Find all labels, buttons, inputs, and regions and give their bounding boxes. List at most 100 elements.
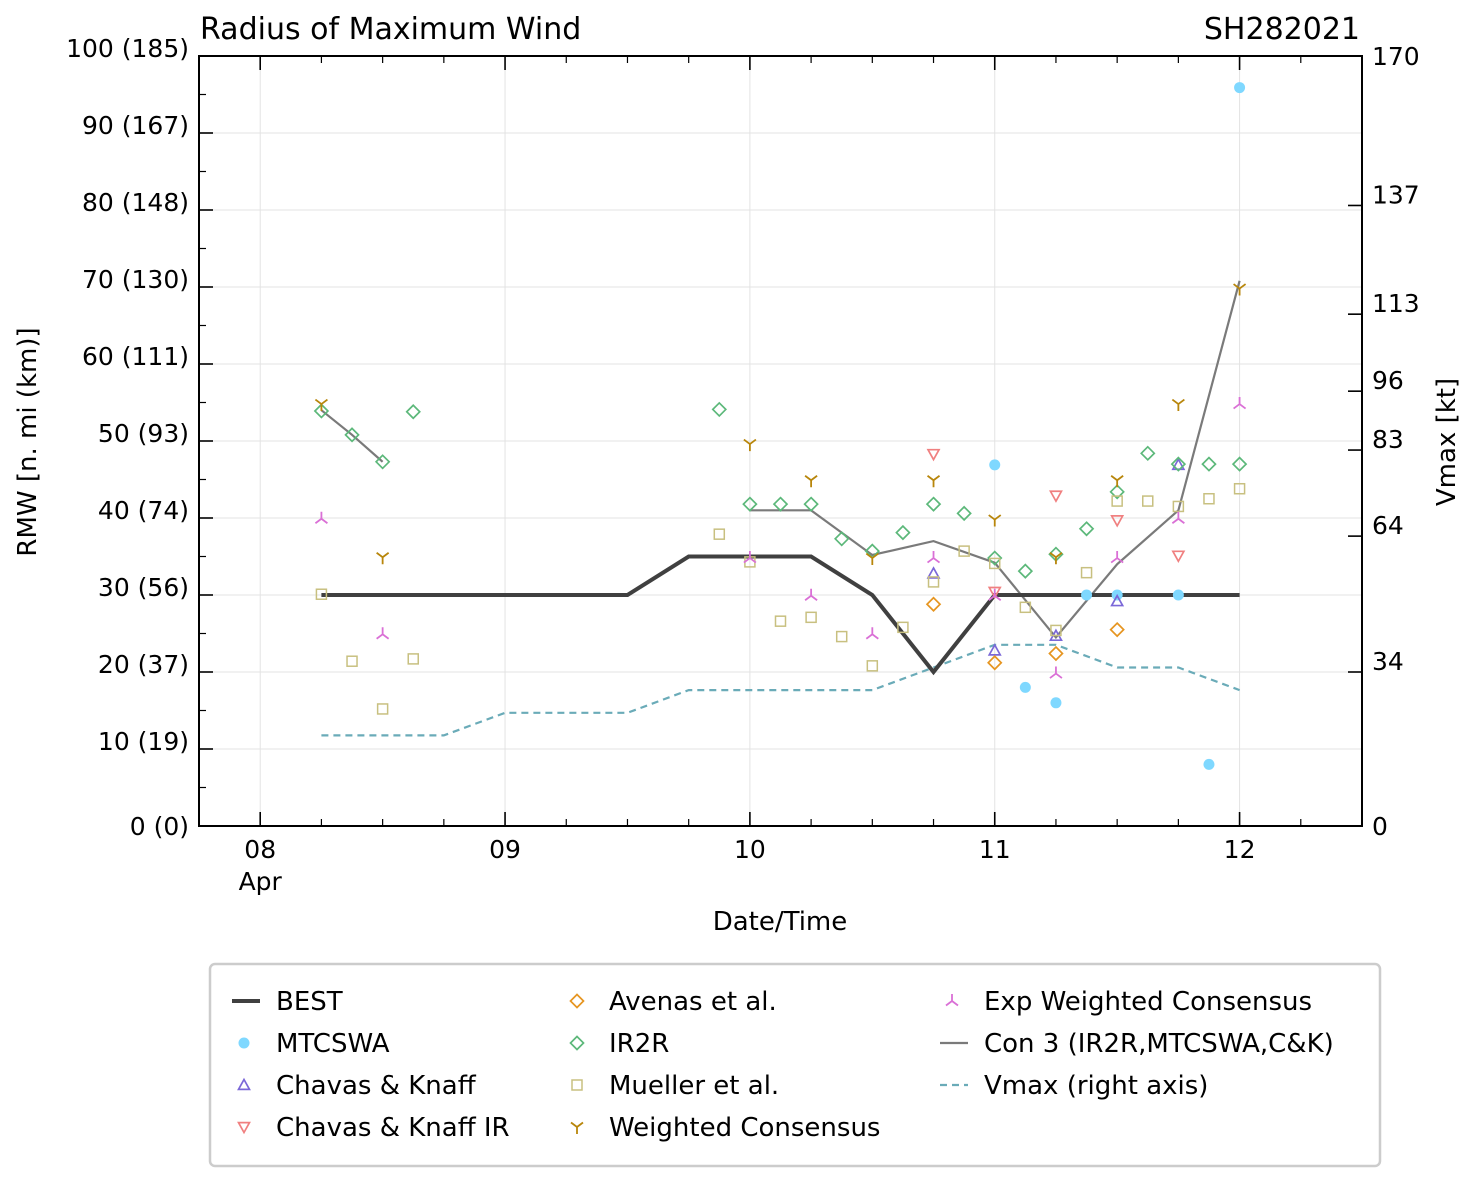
legend-handle-chavas-knaff xyxy=(237,1077,251,1091)
legend-label-mueller-et-al: Mueller et al. xyxy=(609,1071,779,1101)
y2-tick-label: 83 xyxy=(1372,425,1404,454)
legend-marker-sample xyxy=(569,1035,585,1051)
legend-label-best: BEST xyxy=(276,987,343,1017)
weighted-consensus-point xyxy=(743,438,757,452)
legend-label-vmax-right-axis: Vmax (right axis) xyxy=(984,1071,1208,1101)
y2-tick-label: 34 xyxy=(1372,647,1404,676)
chavas-knaff-point xyxy=(926,566,941,579)
series-weighted-consensus xyxy=(314,283,1247,566)
y2-tick-label: 137 xyxy=(1372,180,1420,209)
exp-weighted-consensus-point xyxy=(743,551,757,564)
chavas-knaff-ir-point xyxy=(1110,515,1125,528)
legend-label-chavas-knaff: Chavas & Knaff xyxy=(276,1071,477,1101)
mueller-et-al-point xyxy=(958,545,970,557)
chavas-knaff-ir-point xyxy=(926,448,941,462)
ir2r-point xyxy=(895,524,911,541)
series-mueller-et-al xyxy=(315,482,1246,715)
exp-weighted-consensus-point xyxy=(1110,551,1124,564)
mueller-et-al-point xyxy=(1142,495,1154,507)
weighted-consensus-point xyxy=(1233,283,1247,296)
x-tick-label: 09 xyxy=(489,835,521,864)
y2-tick-label: 170 xyxy=(1372,42,1420,71)
legend-marker-sample xyxy=(945,994,959,1007)
legend-label-avenas-et-al: Avenas et al. xyxy=(609,987,777,1017)
legend-marker-sample xyxy=(237,1121,251,1135)
ir2r-point xyxy=(1017,563,1034,579)
x-axis-label: Date/Time xyxy=(713,907,848,937)
weighted-consensus-point xyxy=(804,475,818,488)
mueller-et-al-point xyxy=(1172,500,1185,513)
mueller-et-al-point xyxy=(315,588,328,600)
mtcswa-point xyxy=(1172,589,1184,601)
ir2r-point xyxy=(1170,456,1187,472)
series-avenas-et-al xyxy=(925,596,1125,671)
mueller-et-al-point xyxy=(376,703,389,715)
mueller-et-al-point xyxy=(1019,601,1032,614)
vmax-right-axis-line xyxy=(321,643,1240,737)
ir2r-point xyxy=(1078,521,1095,537)
mueller-et-al-point xyxy=(866,660,879,672)
legend-handle-avenas-et-al xyxy=(569,993,585,1009)
avenas-et-al-point xyxy=(1048,645,1064,662)
chart-title: Radius of Maximum Wind xyxy=(200,12,581,47)
ir2r-point xyxy=(1140,445,1156,462)
legend-marker-sample xyxy=(571,1079,583,1091)
y2-tick-label: 113 xyxy=(1372,289,1420,318)
mueller-et-al-point xyxy=(1203,493,1215,505)
chavas-knaff-point xyxy=(987,643,1002,656)
chavas-knaff-point xyxy=(1171,457,1186,471)
ir2r-point xyxy=(313,403,330,419)
legend-handle-weighted-consensus xyxy=(570,1121,584,1134)
weighted-consensus-point xyxy=(1049,552,1063,565)
chavas-knaff-ir-point xyxy=(1049,490,1063,503)
axis-ticks: 08 Apr 09 10 11 12 0 (0) 10 (19) 20 (37) 30 (56) 4… xyxy=(66,34,1420,896)
mtcswa-point xyxy=(1234,82,1246,94)
plot-data xyxy=(313,82,1248,770)
legend-label-con-3-ir2r-mtcswa-c-k: Con 3 (IR2R,MTCSWA,C&K) xyxy=(984,1029,1334,1059)
y2-tick-label: 64 xyxy=(1372,511,1404,540)
exp-weighted-consensus-point xyxy=(1233,397,1247,410)
y-tick-label: 0 (0) xyxy=(130,812,189,841)
mueller-et-al-point xyxy=(897,621,909,634)
exp-weighted-consensus-point xyxy=(926,551,941,564)
series-vmax-right-axis xyxy=(321,643,1240,737)
ir2r-point xyxy=(742,496,758,512)
mueller-et-al-point xyxy=(1233,482,1246,495)
mtcswa-point xyxy=(1050,697,1062,709)
mueller-et-al-point xyxy=(927,576,940,588)
legend-marker-sample xyxy=(237,1077,251,1091)
y-tick-label: 90 (167) xyxy=(82,111,189,140)
y-tick-label: 70 (130) xyxy=(82,265,189,294)
weighted-consensus-point xyxy=(1171,398,1185,412)
x-tick-label: 10 xyxy=(734,835,766,864)
x-tick-sublabel: Apr xyxy=(239,867,283,896)
x-tick-label: 11 xyxy=(979,835,1011,864)
weighted-consensus-point xyxy=(988,514,1002,527)
ir2r-point xyxy=(803,496,819,512)
avenas-et-al-point xyxy=(1109,621,1125,638)
chavas-knaff-ir-point xyxy=(1171,550,1186,563)
mueller-et-al-point xyxy=(1080,566,1093,579)
ir2r-point xyxy=(1201,456,1217,472)
ir2r-point xyxy=(374,454,391,470)
legend-label-weighted-consensus: Weighted Consensus xyxy=(609,1113,880,1143)
mueller-et-al-point xyxy=(835,630,848,643)
series-ir2r xyxy=(313,401,1248,579)
avenas-et-al-point xyxy=(987,655,1003,671)
con-3-ir2r-mtcswa-c-k-line xyxy=(320,409,384,463)
exp-weighted-consensus-point xyxy=(1049,666,1063,679)
weighted-consensus-point xyxy=(1110,475,1124,488)
y-tick-label: 30 (56) xyxy=(98,573,189,602)
exp-weighted-consensus-point xyxy=(988,588,1002,601)
ir2r-point xyxy=(772,496,789,512)
ir2r-point xyxy=(987,550,1003,566)
legend-label-chavas-knaff-ir: Chavas & Knaff IR xyxy=(276,1113,510,1143)
mtcswa-point xyxy=(989,459,1001,471)
mtcswa-point xyxy=(1203,758,1215,770)
ir2r-point xyxy=(1109,484,1125,500)
ir2r-point xyxy=(344,427,360,443)
legend-box xyxy=(208,962,1382,1168)
avenas-et-al-point xyxy=(925,596,942,612)
legend-marker-sample xyxy=(238,1037,250,1049)
y-tick-label: 40 (74) xyxy=(98,496,189,525)
